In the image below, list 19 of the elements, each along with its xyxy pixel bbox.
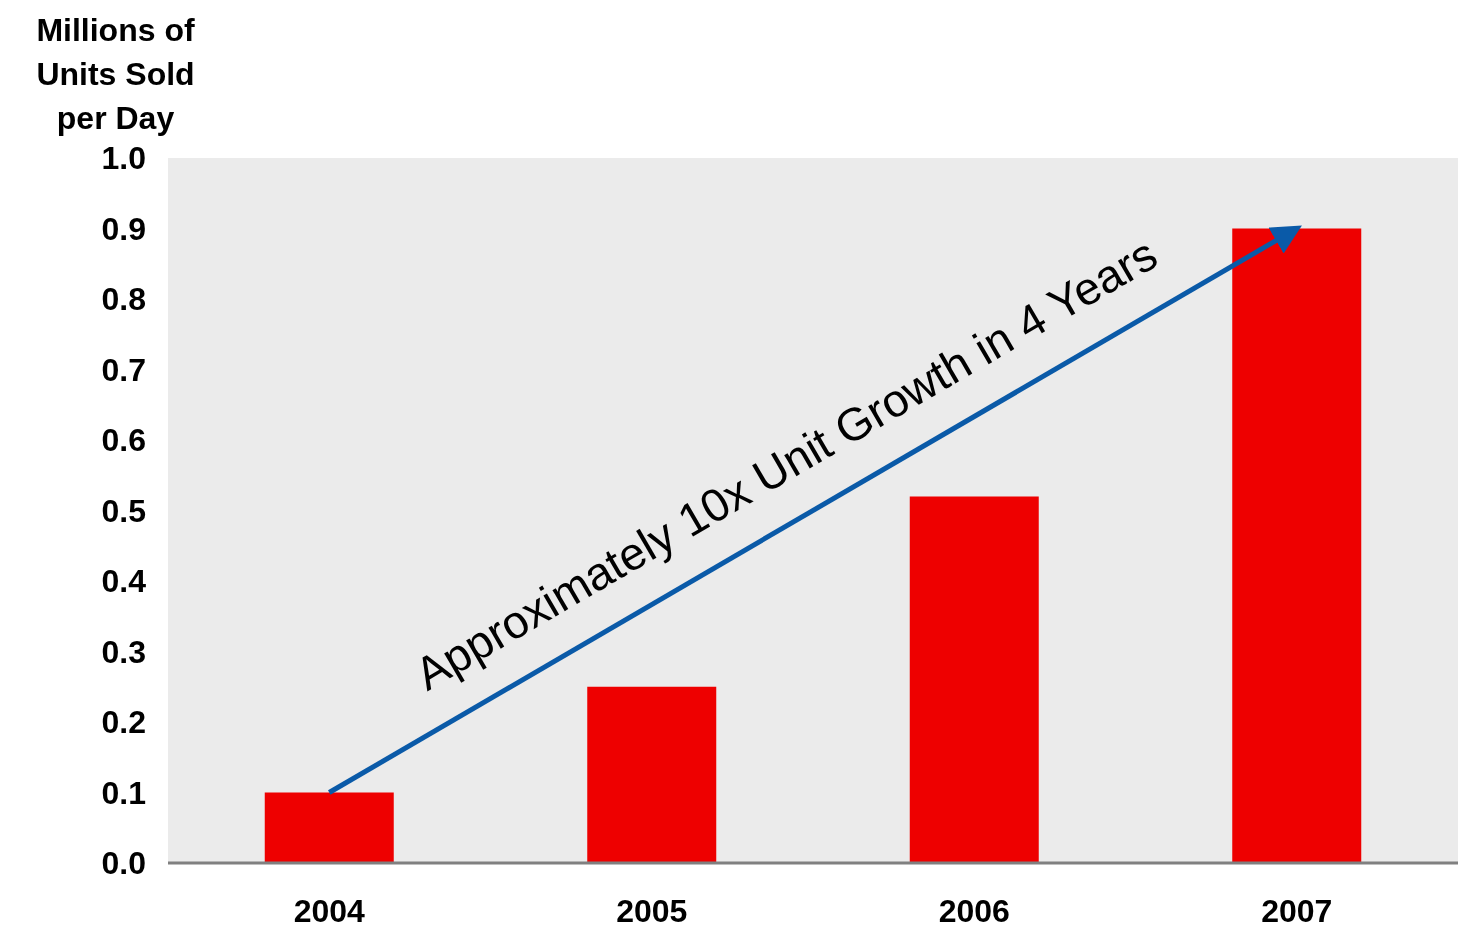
y-tick-label: 0.3 (101, 633, 146, 670)
y-tick-label: 1.0 (101, 140, 146, 177)
x-tick-label: 2006 (938, 892, 1010, 929)
x-tick-label: 2007 (1261, 892, 1333, 929)
y-tick-label: 0.0 (101, 845, 146, 882)
y-tick-label: 0.2 (101, 704, 146, 741)
x-tick-label: 2004 (293, 892, 366, 929)
bar (1232, 228, 1362, 863)
y-tick-label: 0.1 (101, 774, 146, 811)
y-tick-label: 0.7 (101, 351, 146, 388)
y-tick-label: 0.8 (101, 281, 146, 318)
y-tick-label: 0.5 (101, 492, 146, 529)
y-tick-label: 0.6 (101, 422, 146, 459)
y-tick-label: 0.9 (101, 210, 146, 247)
bar (264, 792, 394, 863)
y-tick-label: 0.4 (101, 563, 147, 600)
y-axis-title: Millions of Units Sold per Day (35, 11, 196, 138)
x-tick-label: 2005 (616, 892, 688, 929)
bar (909, 496, 1039, 863)
